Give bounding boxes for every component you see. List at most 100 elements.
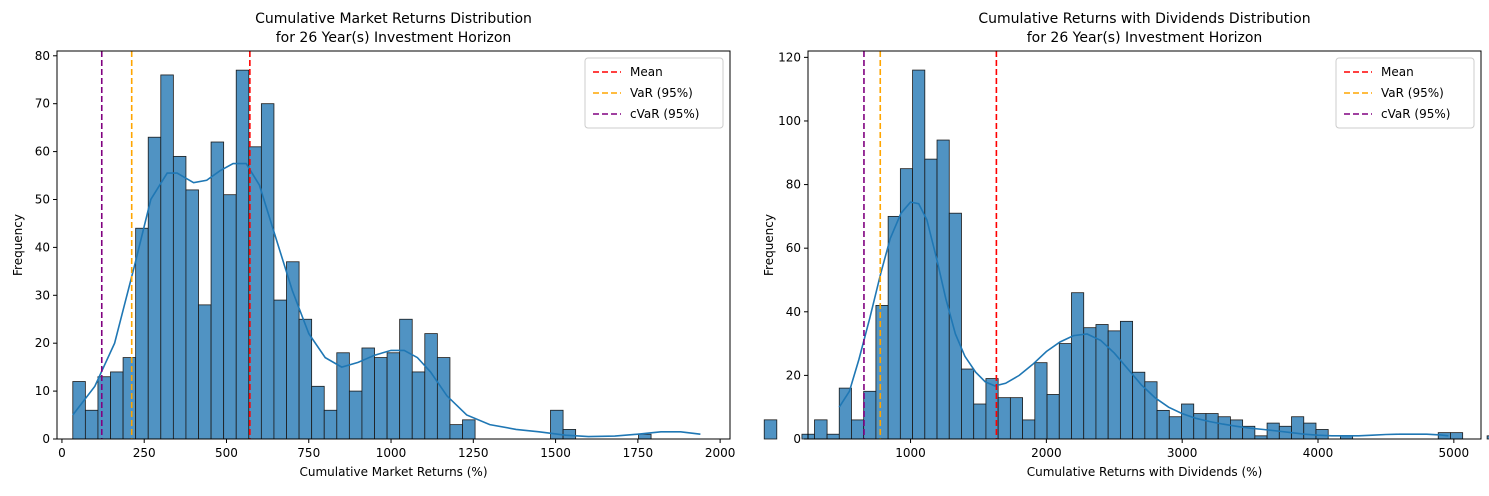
histogram-bar [1022,419,1036,440]
histogram-bar [223,194,237,440]
histogram-bar [84,409,99,440]
y-tick-label: 80 [35,49,50,63]
histogram-bar [1058,343,1072,440]
x-tick-label: 1750 [623,446,654,460]
histogram-bar [763,419,778,440]
histogram-bar [374,357,388,440]
histogram-bar [1009,397,1023,440]
histogram-bar [273,299,287,440]
histogram-bar [1071,292,1085,440]
histogram-bar [436,357,451,440]
x-tick-label: 3000 [1167,446,1198,460]
kde-curve [72,162,701,438]
x-tick-label: 500 [215,446,238,460]
chart-title-line-2: for 26 Year(s) Investment Horizon [1027,30,1263,46]
histogram-bar [887,215,901,440]
y-tick-label: 0 [793,432,801,446]
y-axis-label: Frequency [11,214,25,276]
chart-panel-2: 1000 2000 3000 4000 5000 0 20 40 60 80 100 120 Cumul… [762,11,1489,479]
histogram-bar [1291,416,1305,440]
histogram-bar [361,347,375,440]
histogram-bar [462,419,476,440]
histogram-bars [72,69,841,440]
histogram-bar [411,371,426,440]
legend-box [1335,57,1475,129]
histogram-bar [1034,362,1048,440]
legend: Mean VaR (95%) cVaR (95%) [1335,57,1475,129]
x-tick-label: 1250 [458,446,489,460]
histogram-bar [1107,330,1121,440]
histogram-bar [122,357,137,440]
y-axis-label: Frequency [762,214,776,276]
y-tick-label: 70 [35,97,50,111]
x-tick-label: 4000 [1303,446,1334,460]
histogram-bar [912,69,926,440]
y-tick-label: 40 [786,305,801,319]
axes-frame [56,50,731,440]
legend-label: Mean [630,65,663,79]
histogram-bar [1181,403,1195,440]
legend: Mean VaR (95%) cVaR (95%) [584,57,724,129]
histogram-bar [449,424,463,440]
histogram-bar [110,371,124,440]
histogram-bar [638,433,652,440]
histogram-bar [1119,320,1134,440]
histogram-bar [1168,416,1182,440]
histogram-bar [72,381,86,440]
histogram-bar [172,155,187,440]
histogram-bar [973,403,987,440]
histogram-bar [210,141,225,440]
histogram-bar [286,261,300,440]
histogram-bar [838,387,852,440]
histogram-bar [424,333,438,440]
legend-label: Mean [1381,65,1414,79]
x-tick-label: 750 [297,446,320,460]
histogram-bar [1083,327,1097,440]
x-tick-label: 1500 [540,446,571,460]
y-tick-label: 40 [35,240,50,254]
y-tick-label: 50 [35,192,50,206]
x-axis-label: Cumulative Market Returns (%) [299,465,487,479]
histogram-bar [135,227,149,440]
legend-label: cVaR (95%) [630,107,699,121]
histogram-bar [562,429,577,440]
histogram-bar [924,158,938,440]
histogram-bar [899,168,913,440]
histogram-bar [997,397,1011,440]
y-tick-label: 120 [778,50,801,64]
histogram-bar [248,146,262,440]
histogram-bar [323,409,338,440]
legend-label: VaR (95%) [1381,86,1444,100]
histogram-bar [948,212,962,440]
y-tick-label: 0 [42,432,50,446]
histogram-bar [961,368,975,440]
chart-panel-1: 0 250 500 750 1000 1250 1500 1750 20000102030405… [11,11,841,479]
histogram-bar [1156,409,1170,440]
y-tick-label: 60 [35,145,50,159]
x-tick-label: 1000 [376,446,407,460]
histogram-bar [160,74,174,440]
histogram-bar [814,419,828,440]
x-tick-label: 2000 [705,446,736,460]
histogram-bar [399,318,413,440]
x-axis-label: Cumulative Returns with Dividends (%) [1027,465,1263,479]
x-tick-label: 5000 [1439,446,1470,460]
legend-label: VaR (95%) [630,86,693,100]
y-tick-label: 60 [786,241,801,255]
y-tick-label: 20 [35,336,50,350]
histogram-bar [235,69,250,440]
chart-title-line-1: Cumulative Market Returns Distribution [255,11,532,27]
histogram-bar [298,318,313,440]
histogram-bar [1450,432,1464,440]
x-tick-label: 1000 [895,446,926,460]
histogram-bar [1205,413,1219,440]
kde-curve [838,201,1449,437]
histogram-bar [1315,429,1329,440]
y-tick-label: 20 [786,368,801,382]
histogram-bar [875,305,889,440]
histogram-bar [97,376,111,440]
x-tick-label: 2000 [1031,446,1062,460]
y-tick-label: 30 [35,288,50,302]
histogram-bar [826,433,841,440]
